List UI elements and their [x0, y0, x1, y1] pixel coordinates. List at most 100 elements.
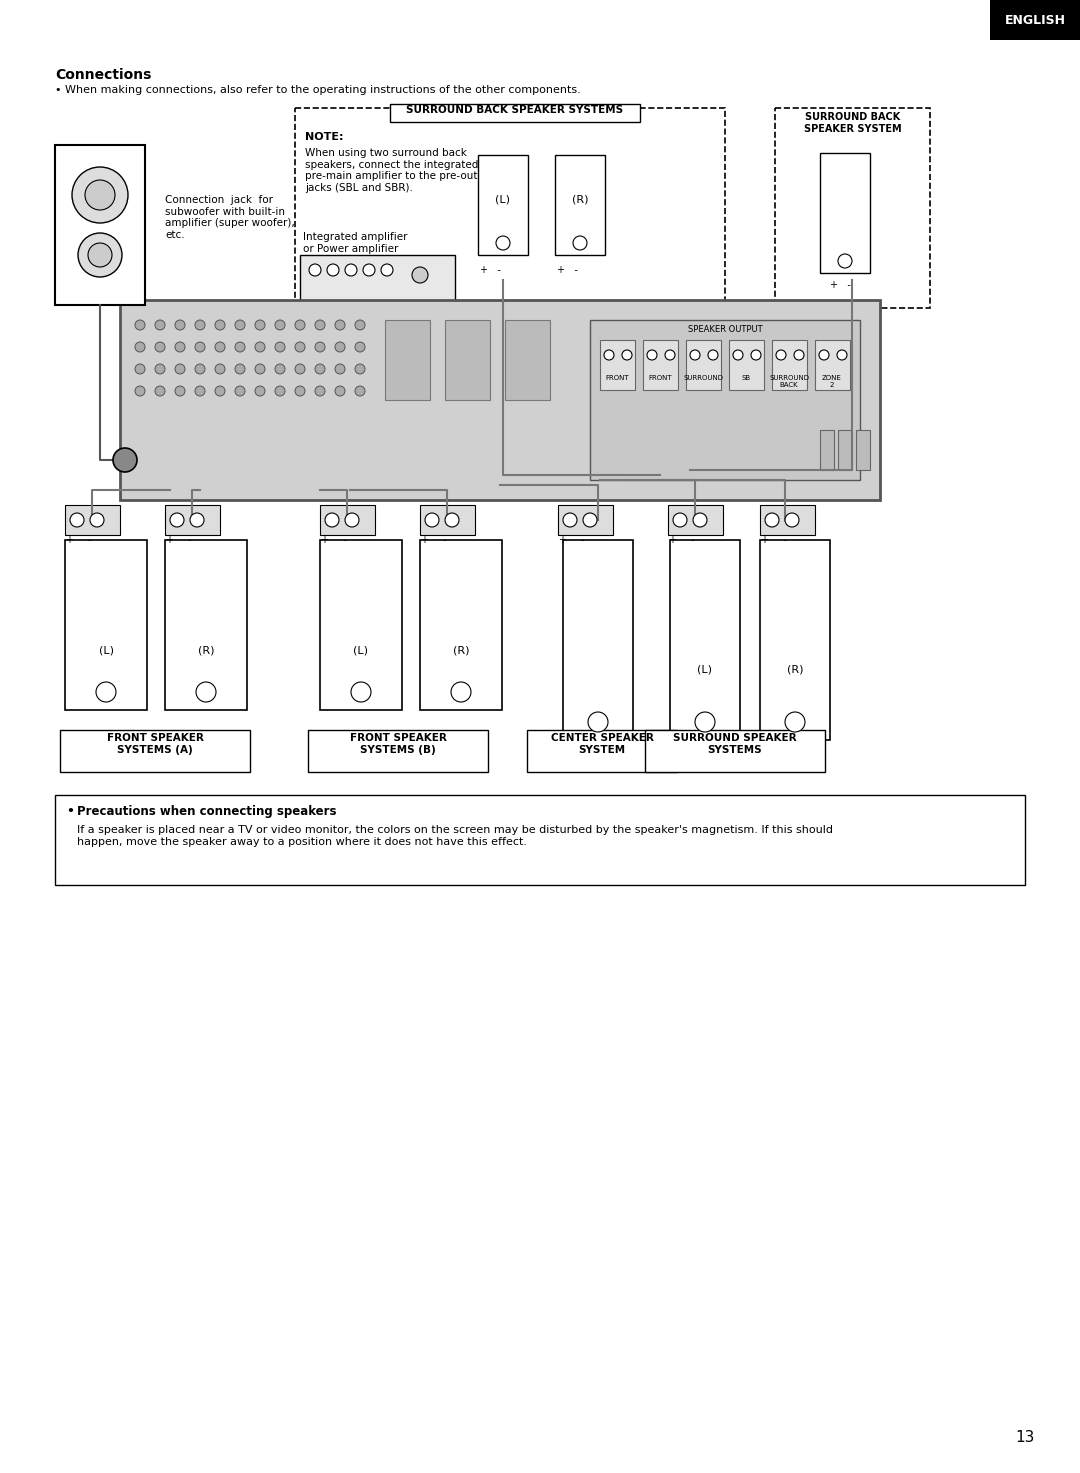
Circle shape — [195, 386, 205, 396]
Circle shape — [70, 513, 84, 527]
Bar — [555, 155, 605, 255]
Text: • When making connections, also refer to the operating instructions of the other: • When making connections, also refer to… — [55, 85, 581, 94]
Circle shape — [113, 448, 137, 471]
Circle shape — [426, 513, 438, 527]
Text: +   -: + - — [829, 280, 850, 290]
Bar — [815, 340, 850, 390]
Circle shape — [195, 364, 205, 374]
Circle shape — [345, 513, 359, 527]
Text: -: - — [690, 535, 693, 545]
Circle shape — [696, 711, 715, 732]
Bar — [686, 340, 721, 390]
Text: Connection  jack  for
subwoofer with built-in
amplifier (super woofer),
etc.: Connection jack for subwoofer with built… — [165, 194, 295, 240]
Circle shape — [295, 320, 305, 330]
Text: NOTE:: NOTE: — [305, 133, 343, 141]
Circle shape — [78, 233, 122, 277]
Bar — [420, 505, 475, 535]
Text: (L): (L) — [98, 645, 113, 655]
Circle shape — [255, 320, 265, 330]
Text: When using two surround back
speakers, connect the integrated
pre-main amplifier: When using two surround back speakers, c… — [305, 147, 478, 193]
Text: SURROUND BACK
SPEAKER SYSTEM: SURROUND BACK SPEAKER SYSTEM — [804, 112, 902, 134]
Circle shape — [190, 513, 204, 527]
Circle shape — [156, 320, 165, 330]
Bar — [384, 320, 430, 401]
Bar — [165, 541, 247, 710]
Text: +: + — [669, 535, 676, 545]
Circle shape — [496, 236, 510, 250]
Circle shape — [175, 342, 185, 352]
Bar — [820, 153, 870, 273]
Circle shape — [195, 682, 216, 703]
Text: (R): (R) — [571, 194, 589, 205]
Bar — [320, 541, 402, 710]
Circle shape — [647, 351, 657, 359]
Text: CENTER SPEAKER
SYSTEM: CENTER SPEAKER SYSTEM — [551, 734, 653, 754]
Circle shape — [96, 682, 116, 703]
Circle shape — [335, 320, 345, 330]
Circle shape — [85, 180, 114, 211]
Circle shape — [604, 351, 615, 359]
Circle shape — [785, 513, 799, 527]
Bar — [563, 541, 633, 739]
Circle shape — [235, 320, 245, 330]
Circle shape — [135, 364, 145, 374]
Bar — [590, 320, 860, 480]
Text: SURROUND: SURROUND — [683, 376, 723, 382]
Circle shape — [673, 513, 687, 527]
Circle shape — [588, 711, 608, 732]
Bar — [527, 731, 677, 772]
Circle shape — [156, 364, 165, 374]
Text: (L): (L) — [698, 664, 713, 675]
Text: (R): (R) — [453, 645, 469, 655]
Circle shape — [451, 682, 471, 703]
Text: +   -: + - — [480, 265, 501, 275]
Bar — [838, 430, 852, 470]
Text: +: + — [320, 535, 328, 545]
Bar — [60, 731, 249, 772]
Circle shape — [785, 711, 805, 732]
Bar — [65, 541, 147, 710]
Circle shape — [275, 364, 285, 374]
Circle shape — [345, 264, 357, 275]
Text: If a speaker is placed near a TV or video monitor, the colors on the screen may : If a speaker is placed near a TV or vide… — [77, 825, 833, 847]
Circle shape — [215, 320, 225, 330]
Circle shape — [175, 386, 185, 396]
Text: SURROUND BACK SPEAKER SYSTEMS: SURROUND BACK SPEAKER SYSTEMS — [406, 105, 623, 115]
Circle shape — [275, 386, 285, 396]
Text: Precautions when connecting speakers: Precautions when connecting speakers — [77, 806, 337, 818]
Circle shape — [195, 342, 205, 352]
Bar — [390, 105, 640, 122]
Bar — [558, 505, 613, 535]
Text: ZONE
2: ZONE 2 — [822, 376, 842, 387]
Text: FRONT: FRONT — [605, 376, 629, 382]
Text: +: + — [65, 535, 73, 545]
Circle shape — [708, 351, 718, 359]
Bar — [856, 430, 870, 470]
Circle shape — [445, 513, 459, 527]
Bar — [295, 108, 725, 379]
Circle shape — [235, 342, 245, 352]
Text: -: - — [782, 535, 786, 545]
Text: Connections: Connections — [55, 68, 151, 82]
Circle shape — [325, 513, 339, 527]
Circle shape — [363, 264, 375, 275]
Circle shape — [819, 351, 829, 359]
Bar — [643, 340, 678, 390]
Circle shape — [309, 264, 321, 275]
Circle shape — [355, 320, 365, 330]
Circle shape — [583, 513, 597, 527]
Circle shape — [135, 320, 145, 330]
Circle shape — [255, 364, 265, 374]
Circle shape — [751, 351, 761, 359]
Circle shape — [275, 320, 285, 330]
Circle shape — [335, 386, 345, 396]
Circle shape — [90, 513, 104, 527]
Text: FRONT: FRONT — [648, 376, 672, 382]
Text: -: - — [580, 535, 584, 545]
Circle shape — [315, 386, 325, 396]
Circle shape — [335, 342, 345, 352]
Circle shape — [794, 351, 804, 359]
Circle shape — [355, 364, 365, 374]
Bar — [165, 505, 220, 535]
Text: +: + — [165, 535, 173, 545]
